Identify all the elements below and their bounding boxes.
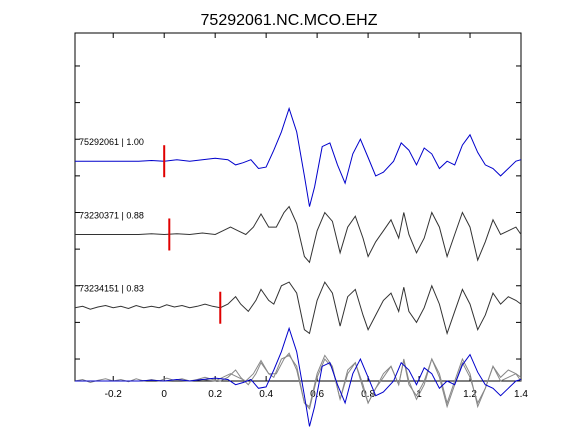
trace-line-73234151 bbox=[74, 281, 522, 336]
chart-title: 75292061.NC.MCO.EHZ bbox=[201, 12, 378, 29]
traces-group bbox=[74, 106, 522, 336]
overlay-line-75292061 bbox=[75, 326, 522, 427]
trace-label-75292061: 75292061 | 1.00 bbox=[79, 137, 144, 147]
trace-line-73230371 bbox=[75, 205, 522, 264]
trace-labels-group: 75292061 | 1.00 73230371 | 0.88 73234151 |… bbox=[79, 137, 144, 294]
x-tick-label: 0.2 bbox=[208, 389, 222, 400]
trace-label-73230371: 73230371 | 0.88 bbox=[79, 210, 144, 220]
overlay-group bbox=[74, 326, 522, 427]
plot-frame bbox=[74, 32, 522, 382]
trace-line-75292061 bbox=[75, 106, 522, 207]
x-tick-label: 1.4 bbox=[514, 389, 528, 400]
picks-group bbox=[163, 145, 222, 324]
x-tick-label: 0.8 bbox=[361, 389, 375, 400]
x-tick-label: 0 bbox=[161, 389, 167, 400]
x-tick-label: 0.4 bbox=[259, 389, 273, 400]
trace-label-73234151: 73234151 | 0.83 bbox=[79, 284, 144, 294]
x-tick-label: -0.2 bbox=[105, 389, 123, 400]
x-tick-label: 1.2 bbox=[463, 389, 477, 400]
